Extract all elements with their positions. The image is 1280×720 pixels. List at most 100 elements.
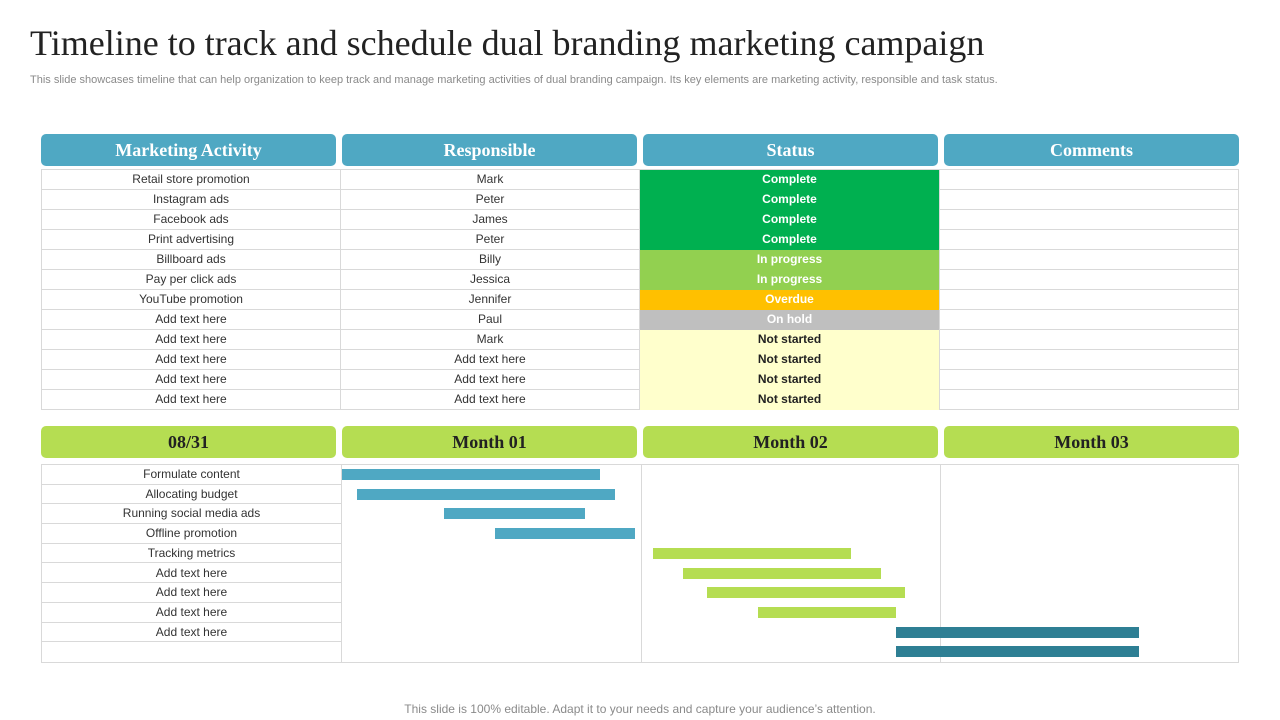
gantt-bar bbox=[494, 528, 636, 540]
header-comments: Comments bbox=[944, 134, 1239, 166]
status-cell: Complete bbox=[640, 170, 940, 190]
gantt-bar bbox=[342, 469, 600, 480]
responsible-cell: Jennifer bbox=[341, 290, 640, 310]
gantt-bar bbox=[683, 567, 882, 579]
table-row: Billboard ads Billy In progress bbox=[42, 250, 1238, 270]
task-label: Add text here bbox=[155, 565, 228, 580]
gantt-bar bbox=[356, 488, 615, 500]
task-label: Running social media ads bbox=[122, 506, 261, 521]
activity-cell: Instagram ads bbox=[42, 190, 341, 210]
activity-cell: Facebook ads bbox=[42, 210, 341, 230]
status-cell: On hold bbox=[640, 310, 940, 330]
comments-cell bbox=[940, 370, 1238, 390]
comments-cell bbox=[940, 230, 1238, 250]
grid-divider bbox=[640, 465, 642, 662]
comments-cell bbox=[940, 210, 1238, 230]
gantt-bar bbox=[707, 587, 906, 599]
task-row: Offline promotion bbox=[42, 524, 341, 544]
activity-cell: Add text here bbox=[42, 330, 341, 350]
header-month-02: Month 02 bbox=[643, 426, 938, 458]
responsible-cell: Mark bbox=[341, 330, 640, 350]
table-row: Pay per click ads Jessica In progress bbox=[42, 270, 1238, 290]
status-cell: In progress bbox=[640, 270, 940, 290]
responsible-cell: Jessica bbox=[341, 270, 640, 290]
responsible-cell: Peter bbox=[341, 190, 640, 210]
gantt-bar bbox=[896, 626, 1139, 638]
gantt-bar bbox=[758, 606, 897, 618]
responsible-cell: Add text here bbox=[341, 350, 640, 370]
table-row: Add text here Add text here Not started bbox=[42, 370, 1238, 390]
page-title: Timeline to track and schedule dual bran… bbox=[30, 23, 985, 63]
status-cell: Not started bbox=[640, 350, 940, 370]
responsible-cell: Add text here bbox=[341, 370, 640, 390]
activity-cell: Retail store promotion bbox=[42, 170, 341, 190]
table-row: Facebook ads James Complete bbox=[42, 210, 1238, 230]
comments-cell bbox=[940, 290, 1238, 310]
responsible-cell: James bbox=[341, 210, 640, 230]
responsible-cell: Billy bbox=[341, 250, 640, 270]
responsible-cell: Add text here bbox=[341, 390, 640, 410]
task-label: Formulate content bbox=[143, 467, 240, 481]
header-status: Status bbox=[643, 134, 938, 166]
status-cell: Complete bbox=[640, 210, 940, 230]
status-cell: In progress bbox=[640, 250, 940, 270]
task-row: Add text here bbox=[42, 583, 341, 603]
task-label: Allocating budget bbox=[145, 486, 238, 501]
gantt-bar bbox=[653, 547, 852, 559]
header-date: 08/31 bbox=[41, 426, 336, 458]
status-cell: Overdue bbox=[640, 290, 940, 310]
status-cell: Not started bbox=[640, 390, 940, 410]
table-row: Retail store promotion Mark Complete bbox=[42, 170, 1238, 190]
activity-cell: Add text here bbox=[42, 390, 341, 410]
status-cell: Not started bbox=[640, 330, 940, 350]
status-cell: Not started bbox=[640, 370, 940, 390]
grid-divider bbox=[940, 465, 941, 662]
comments-cell bbox=[940, 330, 1238, 350]
status-cell: Complete bbox=[640, 230, 940, 250]
task-label: Add text here bbox=[155, 624, 228, 639]
activity-cell: Add text here bbox=[42, 370, 341, 390]
table-row: Instagram ads Peter Complete bbox=[42, 190, 1238, 210]
activity-cell: YouTube promotion bbox=[42, 290, 341, 310]
activity-cell: Billboard ads bbox=[42, 250, 341, 270]
header-month-01: Month 01 bbox=[342, 426, 637, 458]
activity-cell: Add text here bbox=[42, 350, 341, 370]
comments-cell bbox=[940, 190, 1238, 210]
task-row: Formulate content bbox=[42, 465, 341, 485]
comments-cell bbox=[940, 390, 1238, 410]
header-marketing-activity: Marketing Activity bbox=[41, 134, 336, 166]
table-row: Add text here Mark Not started bbox=[42, 330, 1238, 350]
footer-note: This slide is 100% editable. Adapt it to… bbox=[404, 702, 876, 716]
activity-cell: Add text here bbox=[42, 310, 341, 330]
task-label: Offline promotion bbox=[145, 526, 238, 541]
responsible-cell: Peter bbox=[341, 230, 640, 250]
header-month-03: Month 03 bbox=[944, 426, 1239, 458]
task-label: Add text here bbox=[155, 585, 228, 600]
grid-divider bbox=[341, 465, 342, 662]
task-row: Allocating budget bbox=[42, 485, 341, 505]
table-row: YouTube promotion Jennifer Overdue bbox=[42, 290, 1238, 310]
task-row bbox=[42, 642, 341, 662]
activity-cell: Print advertising bbox=[42, 230, 341, 250]
page-subtitle: This slide showcases timeline that can h… bbox=[30, 74, 998, 86]
responsible-cell: Mark bbox=[341, 170, 640, 190]
header-responsible: Responsible bbox=[342, 134, 637, 166]
table-row: Add text here Add text here Not started bbox=[42, 390, 1238, 410]
task-label bbox=[42, 642, 341, 662]
comments-cell bbox=[940, 350, 1238, 370]
task-row: Tracking metrics bbox=[42, 544, 341, 564]
responsible-cell: Paul bbox=[341, 310, 640, 330]
table-row: Print advertising Peter Complete bbox=[42, 230, 1238, 250]
status-cell: Complete bbox=[640, 190, 940, 210]
gantt-bar bbox=[896, 646, 1139, 658]
comments-cell bbox=[940, 250, 1238, 270]
task-label: Add text here bbox=[155, 604, 228, 619]
comments-cell bbox=[940, 270, 1238, 290]
table-row: Add text here Add text here Not started bbox=[42, 350, 1238, 370]
activity-cell: Pay per click ads bbox=[42, 270, 341, 290]
table-row: Add text here Paul On hold bbox=[42, 310, 1238, 330]
task-row: Add text here bbox=[42, 603, 341, 623]
gantt-bar bbox=[443, 508, 585, 520]
task-label: Tracking metrics bbox=[147, 545, 236, 560]
task-row: Running social media ads bbox=[42, 504, 341, 525]
